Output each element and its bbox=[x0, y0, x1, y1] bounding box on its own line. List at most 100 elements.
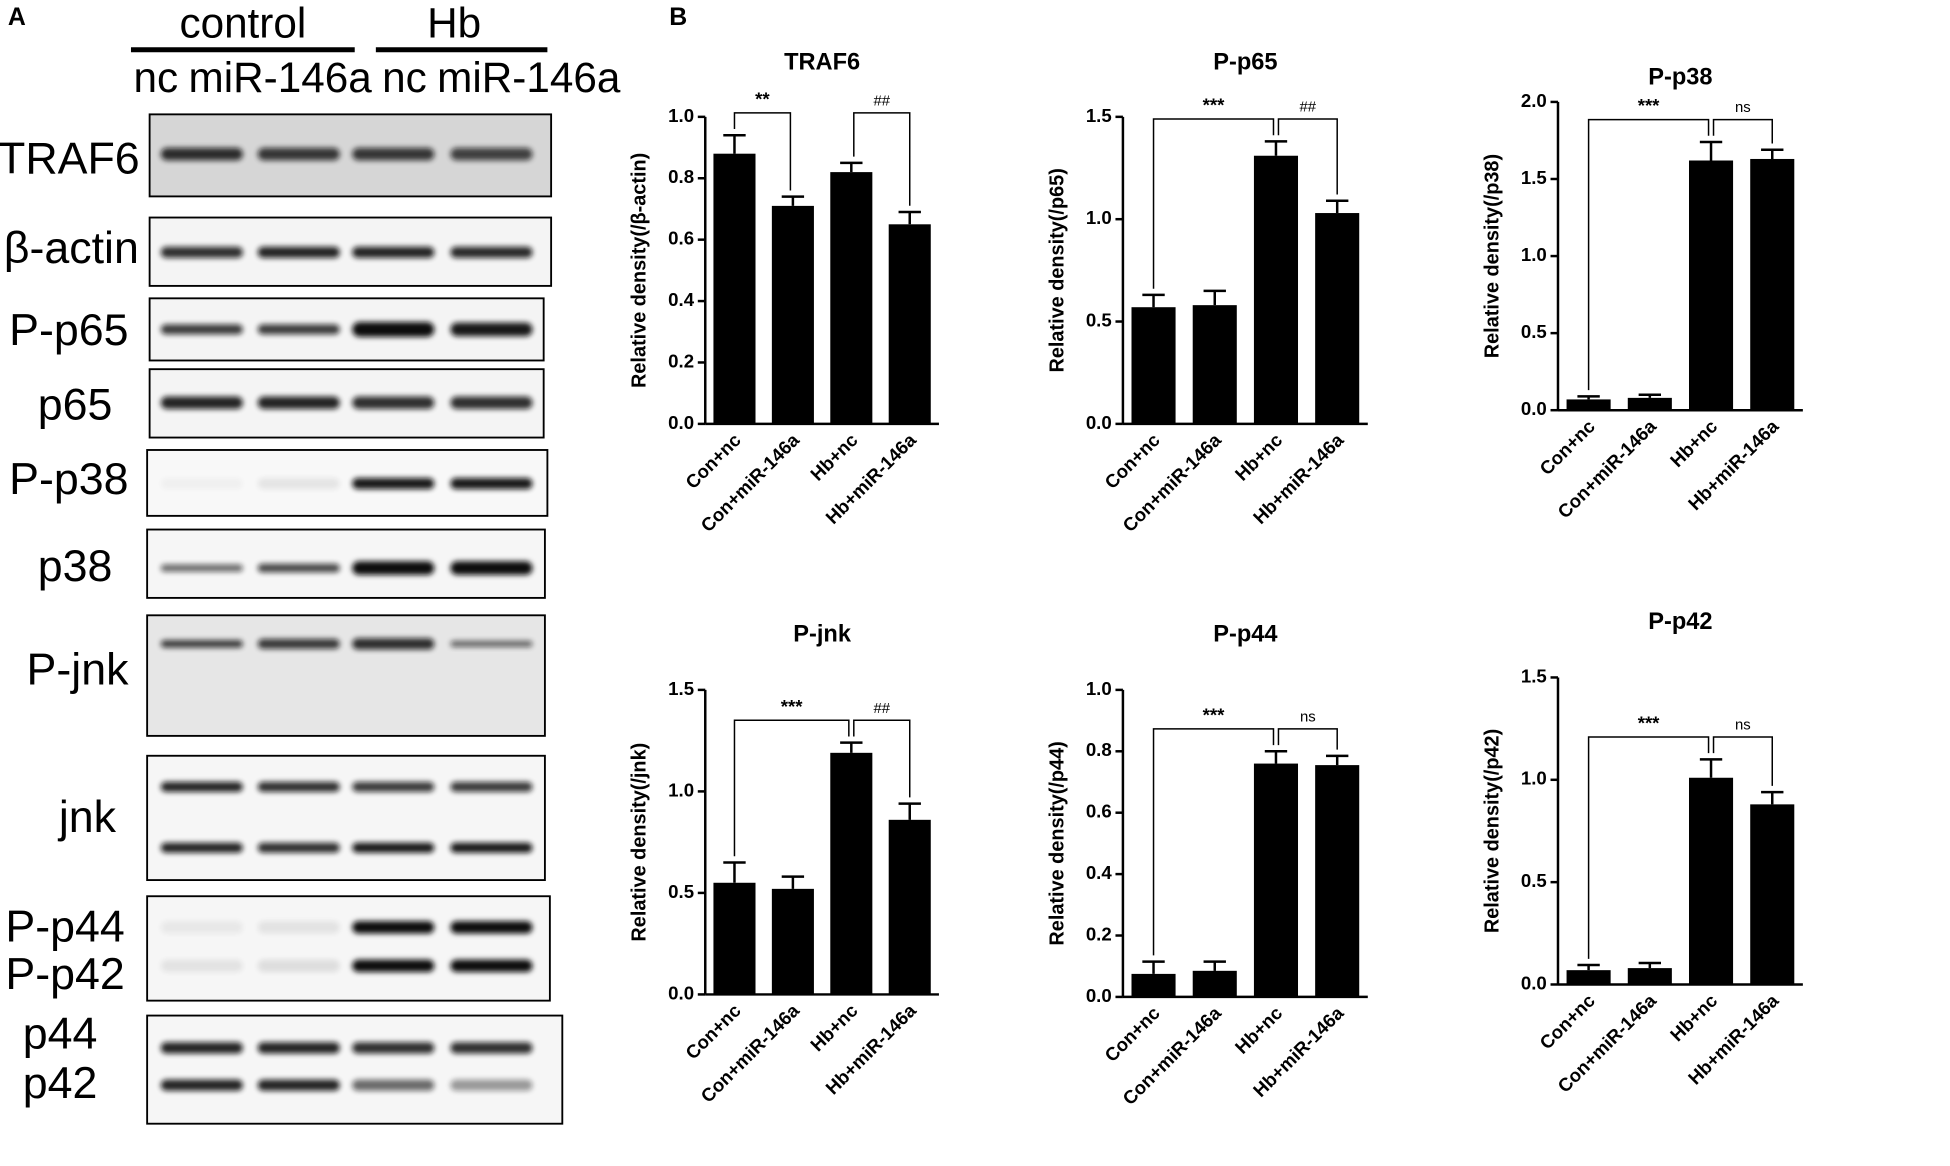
error-bar bbox=[1577, 963, 1600, 971]
row-label: β-actin bbox=[4, 223, 139, 273]
bar bbox=[888, 819, 931, 995]
significance-label: ## bbox=[873, 93, 890, 109]
chart-title: P-jnk bbox=[793, 621, 852, 647]
bar bbox=[771, 888, 814, 995]
blot-band bbox=[257, 842, 340, 853]
row-label: p65 bbox=[38, 380, 113, 430]
blot-band bbox=[450, 322, 533, 337]
blot-band bbox=[160, 640, 243, 648]
significance-label: *** bbox=[781, 696, 803, 717]
bar bbox=[830, 172, 873, 424]
row-label: P-p65 bbox=[9, 305, 128, 355]
blot-band bbox=[352, 477, 435, 490]
bar bbox=[1750, 158, 1795, 411]
error-bar bbox=[1203, 289, 1226, 306]
significance-label: ns bbox=[1735, 100, 1751, 116]
significance-bracket bbox=[853, 112, 911, 206]
error-bar bbox=[1142, 960, 1165, 974]
blot-band bbox=[257, 1042, 340, 1054]
error-bar bbox=[1577, 395, 1600, 400]
blot-band bbox=[450, 246, 533, 258]
row-label: p38 bbox=[38, 541, 113, 591]
y-tick-label: 1.5 bbox=[668, 678, 694, 699]
blot-band bbox=[257, 324, 340, 335]
y-tick-label: 1.0 bbox=[668, 779, 694, 800]
error-bar bbox=[1761, 148, 1784, 159]
bar bbox=[1627, 968, 1672, 985]
blot-band bbox=[160, 781, 243, 792]
y-tick-label: 1.0 bbox=[668, 105, 694, 126]
row-label: jnk bbox=[57, 792, 117, 842]
row-label: TRAF6 bbox=[0, 133, 140, 183]
error-bar bbox=[1326, 199, 1349, 214]
bar bbox=[771, 205, 814, 424]
significance-bracket bbox=[1277, 118, 1338, 195]
panel-label: B bbox=[669, 3, 687, 31]
blot-band bbox=[450, 781, 533, 792]
y-axis-label: Relative density(/p38) bbox=[1481, 154, 1503, 358]
error-bar bbox=[840, 741, 863, 753]
y-axis-label: Relative density(/p42) bbox=[1481, 729, 1503, 933]
y-tick-label: 1.5 bbox=[1521, 167, 1547, 188]
blot-band bbox=[257, 1079, 340, 1091]
y-tick-label: 1.0 bbox=[1086, 678, 1112, 699]
blot-band bbox=[160, 921, 243, 934]
x-tick-label: Hb+nc bbox=[1231, 429, 1286, 484]
blot-band bbox=[450, 921, 533, 934]
error-bar bbox=[898, 802, 921, 820]
blot-band bbox=[352, 561, 435, 575]
blot-band bbox=[257, 921, 340, 934]
row-label: P-jnk bbox=[27, 644, 130, 694]
significance-bracket bbox=[1152, 728, 1275, 956]
y-tick-label: 0.5 bbox=[668, 881, 694, 902]
blot-band bbox=[450, 396, 533, 409]
y-tick-label: 0.6 bbox=[668, 228, 694, 249]
bar bbox=[1315, 213, 1360, 424]
error-bar bbox=[1264, 140, 1288, 156]
error-bar bbox=[781, 875, 805, 889]
bar bbox=[713, 882, 756, 995]
blot-band bbox=[160, 842, 243, 853]
lane-label: nc bbox=[382, 54, 427, 101]
error-bar bbox=[1638, 393, 1662, 398]
significance-bracket bbox=[1712, 736, 1774, 786]
error-bar bbox=[1699, 758, 1723, 778]
y-tick-label: 0.5 bbox=[1521, 870, 1547, 891]
significance-label: *** bbox=[1638, 95, 1660, 116]
significance-label: *** bbox=[1203, 95, 1225, 116]
y-tick-label: 0.2 bbox=[668, 350, 694, 371]
error-bar bbox=[840, 161, 863, 173]
bar bbox=[1750, 804, 1795, 985]
x-tick-label: Con+nc bbox=[1535, 416, 1599, 480]
bar bbox=[1253, 155, 1299, 424]
bar bbox=[1192, 970, 1237, 997]
error-bar bbox=[781, 195, 805, 206]
chart-title: P-p44 bbox=[1213, 621, 1277, 647]
y-tick-label: 1.5 bbox=[1086, 105, 1112, 126]
blot-band bbox=[257, 959, 340, 973]
blot-band bbox=[450, 147, 533, 161]
blot-band bbox=[352, 1042, 435, 1054]
row-label: P-p42 bbox=[5, 949, 124, 999]
bar bbox=[713, 153, 756, 424]
lane-label: nc bbox=[134, 54, 179, 101]
y-tick-label: 1.0 bbox=[1521, 244, 1547, 265]
bar bbox=[1253, 763, 1299, 997]
y-tick-label: 0.5 bbox=[1086, 309, 1112, 330]
chart-title: P-p42 bbox=[1648, 609, 1712, 635]
bar bbox=[888, 224, 931, 424]
blot-band bbox=[257, 147, 340, 161]
row-label: p42 bbox=[23, 1058, 98, 1108]
blot-band bbox=[450, 477, 533, 490]
significance-bracket bbox=[1587, 118, 1710, 391]
y-tick-label: 0.0 bbox=[1086, 412, 1112, 433]
x-tick-label: Hb+nc bbox=[1666, 990, 1721, 1045]
bar bbox=[1566, 399, 1611, 411]
y-tick-label: 0.0 bbox=[1521, 398, 1547, 419]
significance-bracket bbox=[853, 719, 911, 798]
significance-bracket bbox=[733, 719, 850, 857]
blot-band bbox=[352, 842, 435, 853]
significance-label: ns bbox=[1735, 717, 1751, 733]
